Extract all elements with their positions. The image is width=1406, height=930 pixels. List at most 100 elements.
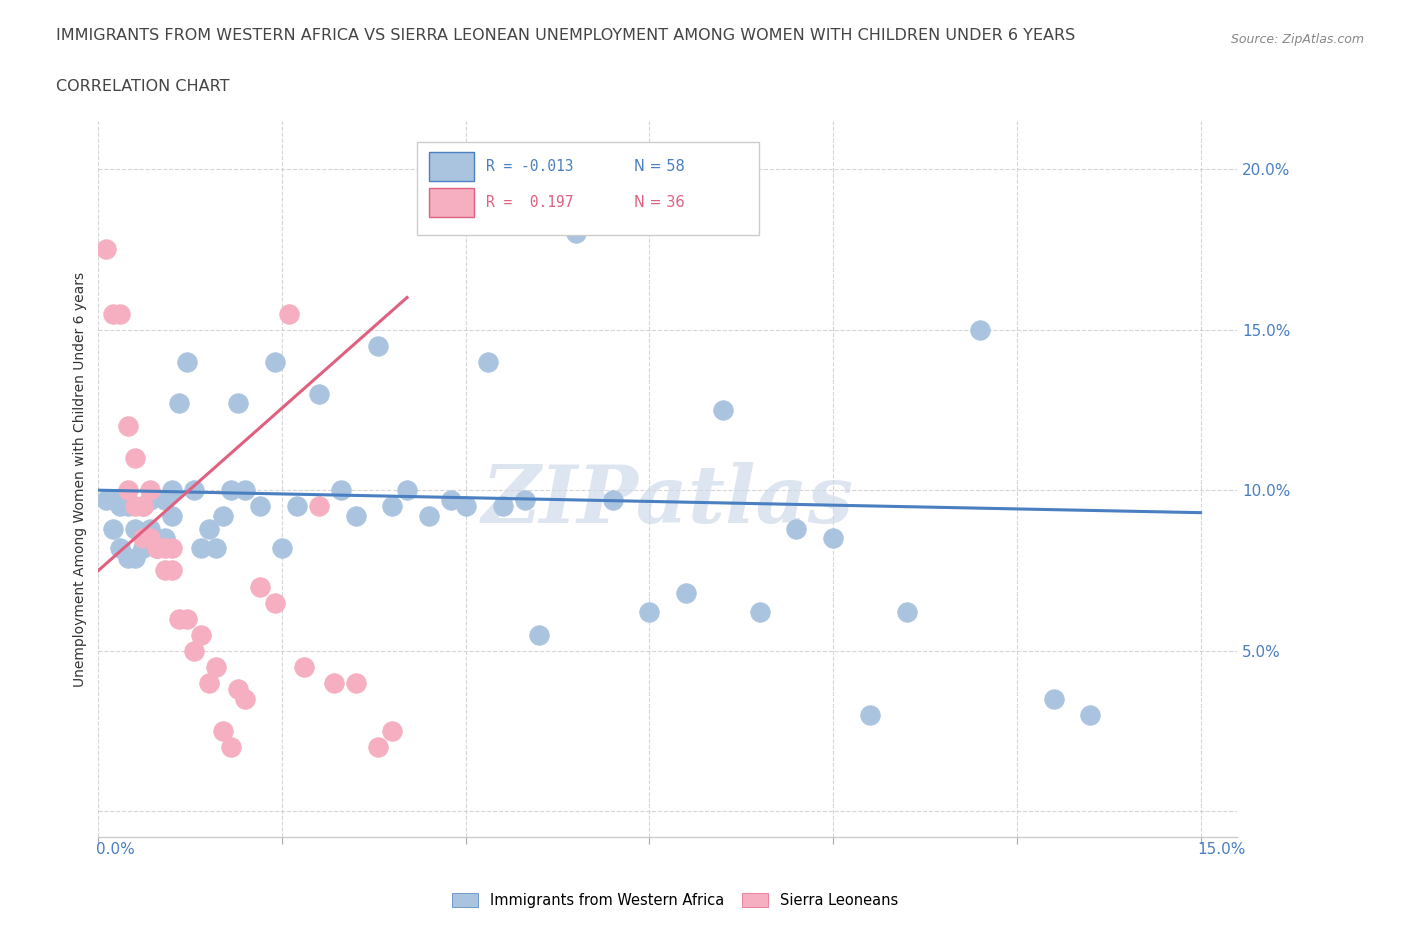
Point (117, 551, 139, 565)
Point (146, 540, 169, 555)
Point (263, 595, 285, 610)
Point (190, 540, 212, 555)
Point (131, 540, 153, 555)
Point (139, 483, 162, 498)
Point (381, 498, 404, 513)
Point (748, 604, 770, 619)
Point (153, 540, 176, 555)
Text: ZIPatlas: ZIPatlas (482, 461, 853, 539)
Text: IMMIGRANTS FROM WESTERN AFRICA VS SIERRA LEONEAN UNEMPLOYMENT AMONG WOMEN WITH C: IMMIGRANTS FROM WESTERN AFRICA VS SIERRA… (56, 28, 1076, 43)
Point (249, 498, 271, 513)
Point (110, 540, 132, 555)
Point (160, 540, 183, 555)
Text: 15.0%: 15.0% (1198, 842, 1246, 857)
Point (249, 579, 271, 594)
Point (329, 483, 352, 498)
Point (477, 354, 499, 369)
Point (110, 498, 132, 513)
Text: Source: ZipAtlas.com: Source: ZipAtlas.com (1230, 33, 1364, 46)
Point (153, 492, 176, 507)
Point (896, 604, 918, 619)
Point (205, 659, 228, 674)
Point (308, 386, 330, 401)
Point (1042, 692, 1064, 707)
Point (219, 739, 242, 754)
Point (285, 498, 308, 513)
Point (139, 522, 162, 537)
Point (565, 226, 588, 241)
Point (785, 522, 807, 537)
Point (124, 551, 146, 565)
Text: N = 36: N = 36 (634, 195, 685, 210)
Point (197, 675, 219, 690)
Point (235, 483, 257, 498)
Point (167, 611, 190, 626)
Point (823, 531, 845, 546)
Point (197, 522, 219, 537)
Point (454, 498, 477, 513)
Point (292, 659, 315, 674)
Point (711, 403, 734, 418)
Point (969, 322, 991, 337)
Point (101, 306, 124, 321)
Point (219, 483, 242, 498)
Point (131, 498, 153, 513)
Point (278, 306, 301, 321)
Point (176, 611, 198, 626)
Point (395, 483, 418, 498)
Point (117, 498, 139, 513)
Point (513, 492, 536, 507)
Point (529, 627, 551, 642)
Point (101, 492, 124, 507)
Text: 0.0%: 0.0% (96, 842, 135, 857)
Text: R =  0.197: R = 0.197 (485, 195, 574, 210)
Bar (429, 188, 474, 217)
Text: CORRELATION CHART: CORRELATION CHART (56, 79, 229, 94)
Point (160, 509, 183, 524)
Point (308, 498, 330, 513)
Point (131, 531, 153, 546)
Point (124, 498, 146, 513)
Point (226, 396, 249, 411)
Y-axis label: Unemployment Among Women with Children Under 6 years: Unemployment Among Women with Children U… (73, 272, 87, 686)
Point (139, 492, 162, 507)
Point (602, 492, 624, 507)
Point (271, 540, 294, 555)
Point (226, 682, 249, 697)
Point (183, 483, 205, 498)
Point (212, 509, 235, 524)
Text: N = 58: N = 58 (634, 159, 685, 174)
Point (418, 509, 440, 524)
Point (110, 306, 132, 321)
Point (153, 531, 176, 546)
Point (205, 540, 228, 555)
Point (859, 708, 882, 723)
Point (117, 483, 139, 498)
Point (183, 644, 205, 658)
Point (146, 540, 169, 555)
Point (124, 522, 146, 537)
Point (212, 724, 235, 738)
Point (235, 692, 257, 707)
Point (1078, 708, 1101, 723)
Point (124, 451, 146, 466)
Point (190, 627, 212, 642)
Point (263, 354, 285, 369)
Point (381, 724, 404, 738)
Legend: Immigrants from Western Africa, Sierra Leoneans: Immigrants from Western Africa, Sierra L… (446, 886, 904, 913)
Point (167, 396, 190, 411)
Point (675, 586, 697, 601)
Point (367, 339, 389, 353)
Point (94, 242, 117, 257)
Point (322, 675, 344, 690)
Point (344, 675, 367, 690)
Point (176, 354, 198, 369)
Point (440, 492, 463, 507)
FancyBboxPatch shape (418, 142, 759, 235)
Point (160, 483, 183, 498)
Point (367, 739, 389, 754)
Point (153, 563, 176, 578)
Point (131, 498, 153, 513)
Point (139, 531, 162, 546)
Point (117, 418, 139, 433)
